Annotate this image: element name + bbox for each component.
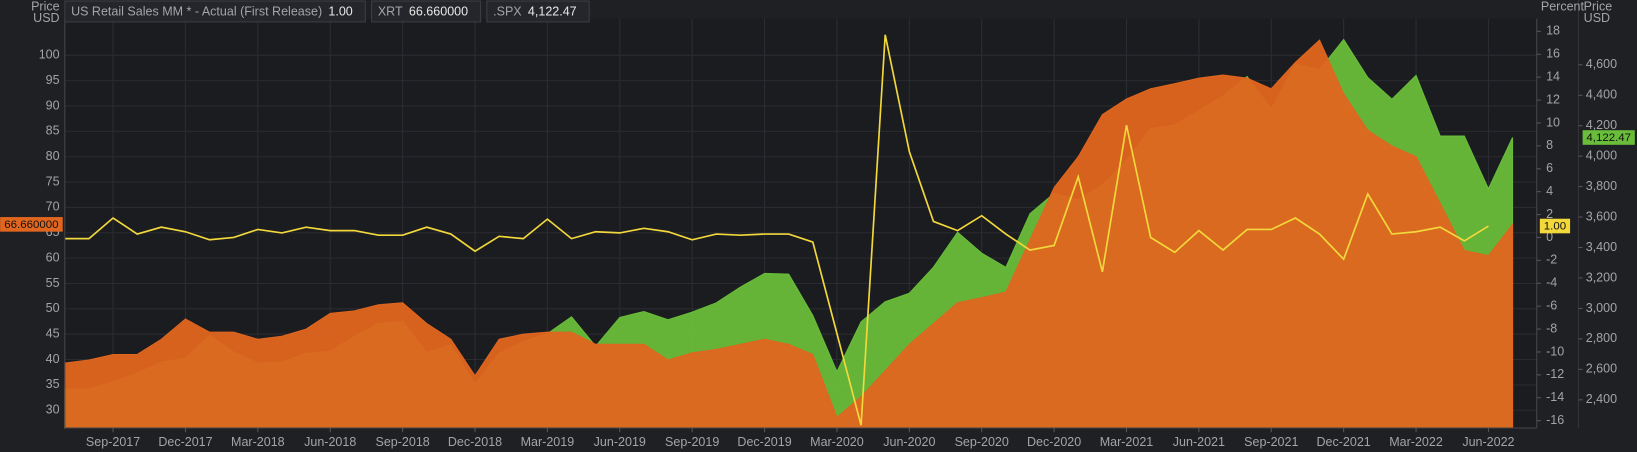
x-tick-label: Mar-2022 <box>1389 435 1443 449</box>
legend-item: XRT 66.660000 <box>371 0 482 23</box>
legend-name: US Retail Sales MM * - Actual (First Rel… <box>71 4 322 18</box>
y2-tick-label: -16 <box>1546 413 1564 427</box>
y-tick-label: 40 <box>46 352 60 366</box>
y2-tick-label: 4 <box>1546 184 1553 198</box>
y3-tick-label: 3,200 <box>1586 270 1617 284</box>
y3-tick-label: 4,400 <box>1586 88 1617 102</box>
y2-tick-label: 8 <box>1546 138 1553 152</box>
y2-tick-label: -14 <box>1546 390 1564 404</box>
x-tick-label: Sep-2019 <box>665 435 719 449</box>
legend: US Retail Sales MM * - Actual (First Rel… <box>64 0 590 23</box>
y2-tick-label: 2 <box>1546 207 1553 221</box>
axes: Price USD Percent Price USD Sep-2017 Dec-… <box>31 0 1617 449</box>
x-tick-label: Sep-2018 <box>375 435 429 449</box>
y3-tick-label: 2,600 <box>1586 362 1617 376</box>
y2-tick-label: -12 <box>1546 367 1564 381</box>
y-tick-label: 90 <box>46 98 60 112</box>
y-axis-title: USD <box>33 11 59 25</box>
area <box>64 39 1514 429</box>
legend-item: .SPX 4,122.47 <box>486 0 590 23</box>
legend-value: 4,122.47 <box>528 4 577 18</box>
x-tick-label: Dec-2019 <box>737 435 791 449</box>
y3-axis-title: USD <box>1584 11 1610 25</box>
y2-tick-label: 18 <box>1546 24 1560 38</box>
x-tick-label: Jun-2020 <box>883 435 935 449</box>
y2-axis-title: Percent <box>1541 0 1585 14</box>
legend-box <box>64 0 366 23</box>
x-tick-label: Sep-2020 <box>955 435 1009 449</box>
x-tick-label: Mar-2020 <box>810 435 864 449</box>
y2-tick-label: -8 <box>1546 321 1557 335</box>
legend-box <box>371 0 482 23</box>
y2-tick-label: 14 <box>1546 69 1560 83</box>
value-tag-label: 1.00 <box>1544 221 1566 233</box>
y2-tick-label: 0 <box>1546 230 1553 244</box>
legend-value: 66.660000 <box>409 4 468 18</box>
legend-item: US Retail Sales MM * - Actual (First Rel… <box>64 0 366 23</box>
y2-tick-label: 10 <box>1546 115 1560 129</box>
x-tick-label: Jun-2018 <box>304 435 356 449</box>
y3-tick-label: 2,800 <box>1586 331 1617 345</box>
x-tick-label: Jun-2019 <box>594 435 646 449</box>
x-tick-label: Dec-2021 <box>1317 435 1371 449</box>
x-tick-label: Sep-2017 <box>86 435 140 449</box>
value-tag <box>1539 218 1571 234</box>
value-tag <box>1582 130 1635 145</box>
y-tick-label: 70 <box>46 200 60 214</box>
y3-tick-label: 4,000 <box>1586 148 1617 162</box>
legend-name: .SPX <box>493 4 522 18</box>
x-tick-label: Dec-2020 <box>1027 435 1081 449</box>
y-tick-label: 45 <box>46 326 60 340</box>
legend-box <box>486 0 590 23</box>
y-tick-label: 75 <box>46 174 60 188</box>
x-tick-label: Jun-2021 <box>1173 435 1225 449</box>
y3-tick-label: 3,600 <box>1586 209 1617 223</box>
y-tick-label: 50 <box>46 301 60 315</box>
value-tag <box>0 217 63 232</box>
marks <box>64 34 1514 429</box>
y3-tick-label: 3,800 <box>1586 179 1617 193</box>
x-tick-label: Mar-2018 <box>231 435 285 449</box>
x-tick-label: Mar-2021 <box>1100 435 1154 449</box>
y3-tick-label: 4,600 <box>1586 57 1617 71</box>
y-axis-title: Price <box>31 0 60 14</box>
y3-tick-label: 3,400 <box>1586 240 1617 254</box>
y-tick-label: 100 <box>39 48 60 62</box>
x-tick-label: Dec-2018 <box>448 435 502 449</box>
x-tick-label: Jun-2022 <box>1462 435 1514 449</box>
y2-tick-label: 6 <box>1546 161 1553 175</box>
y-tick-label: 55 <box>46 276 60 290</box>
x-tick-label: Dec-2017 <box>158 435 212 449</box>
y3-tick-label: 4,200 <box>1586 118 1617 132</box>
value-tag-label: 66.660000 <box>4 219 58 231</box>
y2-tick-label: 12 <box>1546 92 1560 106</box>
y-tick-label: 80 <box>46 149 60 163</box>
y2-tick-label: -10 <box>1546 344 1564 358</box>
y2-tick-label: 16 <box>1546 47 1560 61</box>
legend-name: XRT <box>378 4 403 18</box>
y3-axis-title: Price <box>1584 0 1613 14</box>
y2-tick-label: -2 <box>1546 253 1557 267</box>
y-tick-label: 35 <box>46 377 60 391</box>
legend-value: 1.00 <box>328 4 352 18</box>
y3-tick-label: 2,400 <box>1586 392 1617 406</box>
x-tick-label: Sep-2021 <box>1244 435 1298 449</box>
line <box>64 34 1489 426</box>
y-tick-label: 95 <box>46 73 60 87</box>
y-tick-label: 60 <box>46 250 60 264</box>
y2-tick-label: -6 <box>1546 298 1557 312</box>
y-tick-label: 85 <box>46 124 60 138</box>
y3-tick-label: 3,000 <box>1586 301 1617 315</box>
x-tick-label: Mar-2019 <box>521 435 575 449</box>
value-tags: 1.00 66.660000 4,122.47 <box>0 130 1635 234</box>
value-tag-label: 4,122.47 <box>1586 132 1631 144</box>
y2-tick-label: -4 <box>1546 276 1557 290</box>
y-tick-label: 30 <box>46 403 60 417</box>
